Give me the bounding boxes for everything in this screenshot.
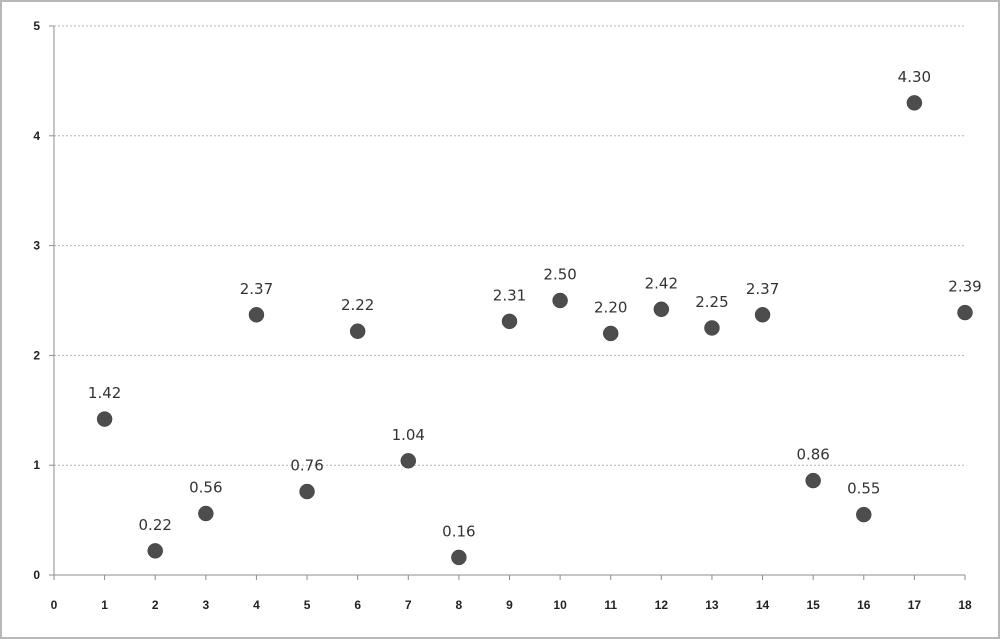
y-tick-label-1: 1 — [33, 458, 40, 472]
data-point-11 — [602, 325, 619, 342]
x-tick-label-1: 1 — [101, 598, 108, 612]
data-label-15: 0.86 — [796, 446, 829, 464]
x-tick-label-7: 7 — [405, 598, 412, 612]
axes — [49, 25, 966, 580]
x-tick-label-5: 5 — [304, 598, 311, 612]
x-tick-label-17: 17 — [908, 598, 922, 612]
x-tick-label-14: 14 — [756, 598, 770, 612]
data-label-18: 2.39 — [948, 278, 981, 296]
y-tick-label-2: 2 — [33, 348, 40, 362]
x-tick-label-6: 6 — [354, 598, 361, 612]
x-tick-label-9: 9 — [506, 598, 513, 612]
x-tick-label-3: 3 — [202, 598, 209, 612]
grid-lines — [54, 25, 965, 466]
data-label-9: 2.31 — [493, 286, 526, 304]
data-label-11: 2.20 — [594, 298, 627, 316]
data-point-10 — [552, 292, 568, 309]
data-point-7 — [400, 453, 417, 469]
x-tick-label-15: 15 — [806, 598, 820, 612]
data-point-12 — [653, 301, 670, 318]
data-point-14 — [754, 307, 771, 323]
data-point-16 — [856, 506, 872, 523]
data-label-3: 0.56 — [189, 479, 222, 497]
data-label-6: 2.22 — [341, 296, 374, 314]
x-tick-label-10: 10 — [553, 598, 567, 612]
data-point-18 — [957, 304, 973, 321]
x-tick-label-12: 12 — [655, 598, 669, 612]
data-label-13: 2.25 — [695, 293, 728, 311]
x-tick-label-8: 8 — [456, 598, 463, 612]
data-point-8 — [451, 549, 467, 566]
y-tick-label-4: 4 — [33, 129, 40, 143]
data-point-5 — [299, 483, 315, 500]
data-label-1: 1.42 — [88, 384, 121, 402]
data-points — [96, 95, 973, 566]
x-tick-label-11: 11 — [604, 598, 617, 612]
y-tick-label-0: 0 — [33, 568, 40, 582]
data-label-17: 4.30 — [898, 68, 931, 86]
data-label-10: 2.50 — [543, 266, 576, 284]
x-tick-label-2: 2 — [152, 598, 159, 612]
data-label-12: 2.42 — [645, 274, 678, 292]
data-point-17 — [906, 95, 923, 111]
x-tick-labels: 0 1 2 3 4 5 6 7 8 9 10 11 12 13 14 15 16 17 18 — [51, 598, 972, 612]
data-label-8: 0.16 — [442, 522, 475, 540]
data-point-3 — [198, 505, 214, 522]
x-tick-label-18: 18 — [958, 598, 972, 612]
data-label-16: 0.55 — [847, 480, 880, 498]
data-label-5: 0.76 — [290, 457, 323, 475]
data-point-15 — [805, 472, 821, 489]
x-tick-label-4: 4 — [253, 598, 260, 612]
data-label-7: 1.04 — [392, 426, 425, 444]
data-point-13 — [704, 320, 720, 336]
y-tick-label-5: 5 — [33, 19, 40, 33]
x-tick-label-13: 13 — [705, 598, 719, 612]
data-label-4: 2.37 — [240, 280, 273, 298]
x-tick-label-16: 16 — [857, 598, 871, 612]
x-tick-label-0: 0 — [51, 598, 58, 612]
data-label-14: 2.37 — [746, 280, 779, 298]
data-point-4 — [248, 307, 265, 323]
data-point-9 — [501, 313, 518, 330]
data-point-1 — [96, 411, 113, 427]
data-label-2: 0.22 — [139, 516, 172, 534]
y-tick-labels: 0 1 2 3 4 5 — [33, 19, 40, 582]
y-tick-label-3: 3 — [33, 239, 40, 253]
data-point-6 — [349, 323, 366, 339]
data-point-2 — [147, 543, 163, 559]
data-labels: 1.42 0.22 0.56 2.37 0.76 2.22 1.04 0.16 2.31 2.50… — [88, 68, 982, 541]
